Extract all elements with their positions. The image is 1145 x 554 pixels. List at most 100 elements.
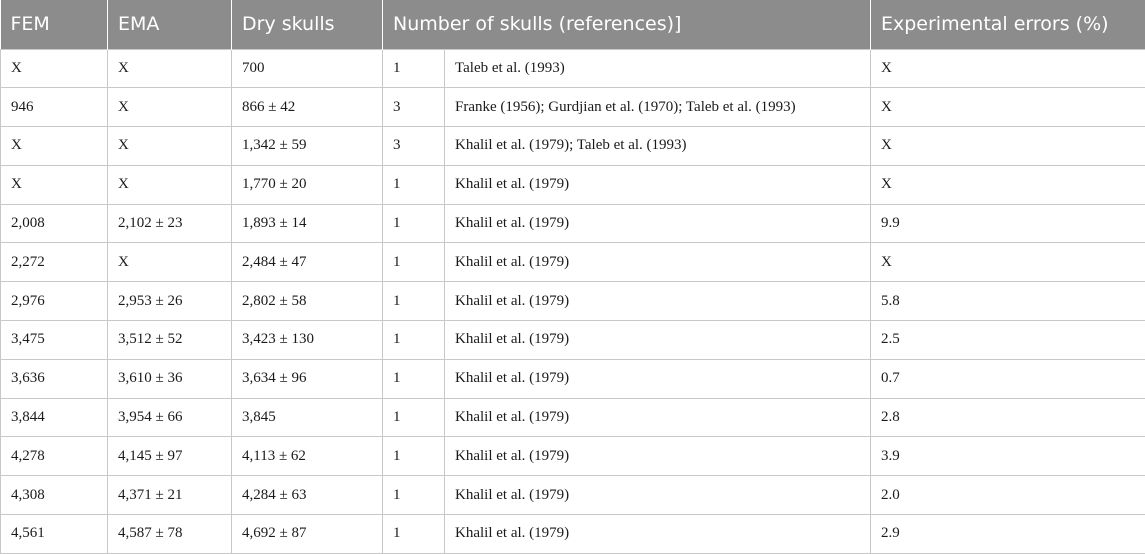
header-dry-skulls: Dry skulls xyxy=(232,0,383,49)
cell-number-of-skulls: 1 xyxy=(383,359,445,398)
header-number-of-skulls: Number of skulls (references)] xyxy=(383,0,871,49)
cell-number-of-skulls: 1 xyxy=(383,204,445,243)
cell-number-of-skulls: 1 xyxy=(383,515,445,554)
header-row: FEM EMA Dry skulls Number of skulls (ref… xyxy=(1,0,1145,49)
cell-experimental-error: 2.9 xyxy=(871,515,1145,554)
cell-ema: X xyxy=(108,88,232,127)
cell-references: Khalil et al. (1979) xyxy=(445,204,871,243)
cell-dry-skulls: 4,284 ± 63 xyxy=(232,476,383,515)
header-experimental-errors: Experimental errors (%) xyxy=(871,0,1145,49)
cell-references: Khalil et al. (1979) xyxy=(445,321,871,360)
cell-references: Khalil et al. (1979) xyxy=(445,282,871,321)
cell-number-of-skulls: 1 xyxy=(383,321,445,360)
cell-number-of-skulls: 1 xyxy=(383,282,445,321)
cell-dry-skulls: 866 ± 42 xyxy=(232,88,383,127)
cell-ema: X xyxy=(108,243,232,282)
cell-number-of-skulls: 1 xyxy=(383,437,445,476)
cell-references: Khalil et al. (1979) xyxy=(445,398,871,437)
cell-number-of-skulls: 1 xyxy=(383,243,445,282)
cell-fem: 2,272 xyxy=(1,243,108,282)
cell-ema: 3,610 ± 36 xyxy=(108,359,232,398)
cell-ema: 2,102 ± 23 xyxy=(108,204,232,243)
cell-ema: X xyxy=(108,165,232,204)
cell-fem: 3,475 xyxy=(1,321,108,360)
cell-experimental-error: 0.7 xyxy=(871,359,1145,398)
cell-number-of-skulls: 3 xyxy=(383,88,445,127)
cell-experimental-error: 9.9 xyxy=(871,204,1145,243)
cell-fem: 2,008 xyxy=(1,204,108,243)
cell-experimental-error: 3.9 xyxy=(871,437,1145,476)
cell-ema: 4,145 ± 97 xyxy=(108,437,232,476)
cell-experimental-error: 2.5 xyxy=(871,321,1145,360)
cell-dry-skulls: 2,802 ± 58 xyxy=(232,282,383,321)
cell-experimental-error: X xyxy=(871,243,1145,282)
cell-ema: 4,587 ± 78 xyxy=(108,515,232,554)
cell-references: Franke (1956); Gurdjian et al. (1970); T… xyxy=(445,88,871,127)
cell-fem: 3,636 xyxy=(1,359,108,398)
header-fem: FEM xyxy=(1,0,108,49)
cell-experimental-error: 2.0 xyxy=(871,476,1145,515)
cell-ema: 4,371 ± 21 xyxy=(108,476,232,515)
cell-experimental-error: X xyxy=(871,88,1145,127)
cell-references: Khalil et al. (1979) xyxy=(445,437,871,476)
cell-dry-skulls: 2,484 ± 47 xyxy=(232,243,383,282)
cell-dry-skulls: 4,692 ± 87 xyxy=(232,515,383,554)
cell-dry-skulls: 4,113 ± 62 xyxy=(232,437,383,476)
cell-ema: 3,512 ± 52 xyxy=(108,321,232,360)
cell-references: Khalil et al. (1979) xyxy=(445,476,871,515)
cell-dry-skulls: 3,423 ± 130 xyxy=(232,321,383,360)
cell-ema: X xyxy=(108,49,232,88)
cell-references: Khalil et al. (1979) xyxy=(445,165,871,204)
cell-experimental-error: 5.8 xyxy=(871,282,1145,321)
cell-dry-skulls: 1,770 ± 20 xyxy=(232,165,383,204)
cell-fem: 2,976 xyxy=(1,282,108,321)
cell-fem: 4,278 xyxy=(1,437,108,476)
table-header: FEM EMA Dry skulls Number of skulls (ref… xyxy=(1,0,1145,49)
cell-references: Khalil et al. (1979) xyxy=(445,515,871,554)
cell-experimental-error: 2.8 xyxy=(871,398,1145,437)
cell-references: Khalil et al. (1979) xyxy=(445,243,871,282)
cell-fem: 4,308 xyxy=(1,476,108,515)
cell-fem: X xyxy=(1,49,108,88)
cell-dry-skulls: 1,342 ± 59 xyxy=(232,127,383,166)
cell-ema: 2,953 ± 26 xyxy=(108,282,232,321)
cell-dry-skulls: 700 xyxy=(232,49,383,88)
cell-fem: X xyxy=(1,165,108,204)
cell-fem: 3,844 xyxy=(1,398,108,437)
cell-number-of-skulls: 1 xyxy=(383,165,445,204)
cell-number-of-skulls: 3 xyxy=(383,127,445,166)
cell-dry-skulls: 3,634 ± 96 xyxy=(232,359,383,398)
cell-fem: X xyxy=(1,127,108,166)
cell-fem: 946 xyxy=(1,88,108,127)
cell-experimental-error: X xyxy=(871,127,1145,166)
cell-ema: X xyxy=(108,127,232,166)
cell-references: Taleb et al. (1993) xyxy=(445,49,871,88)
cell-dry-skulls: 3,845 xyxy=(232,398,383,437)
cell-number-of-skulls: 1 xyxy=(383,398,445,437)
cell-dry-skulls: 1,893 ± 14 xyxy=(232,204,383,243)
cell-ema: 3,954 ± 66 xyxy=(108,398,232,437)
cell-references: Khalil et al. (1979) xyxy=(445,359,871,398)
cell-references: Khalil et al. (1979); Taleb et al. (1993… xyxy=(445,127,871,166)
header-ema: EMA xyxy=(108,0,232,49)
cell-experimental-error: X xyxy=(871,165,1145,204)
cell-fem: 4,561 xyxy=(1,515,108,554)
cell-experimental-error: X xyxy=(871,49,1145,88)
cell-number-of-skulls: 1 xyxy=(383,49,445,88)
cell-number-of-skulls: 1 xyxy=(383,476,445,515)
